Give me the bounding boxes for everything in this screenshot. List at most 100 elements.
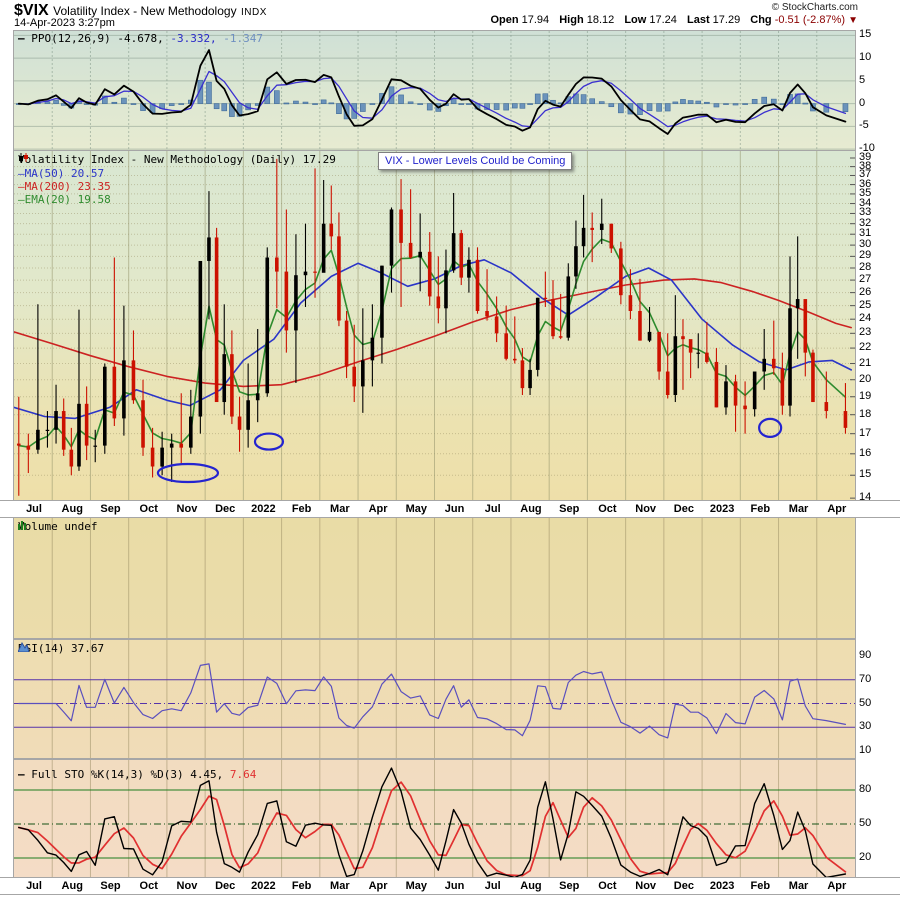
rsi-plot [14, 640, 855, 758]
exchange-label: INDX [241, 7, 267, 18]
month-label: Feb [291, 880, 312, 892]
month-label: 2022 [251, 503, 276, 515]
volume-panel: Volume undef [13, 517, 856, 639]
axis-tick-label: 39 [859, 151, 872, 163]
month-label: Nov [635, 503, 657, 515]
sto-d-value: 7.64 [223, 768, 257, 781]
axis-tick-label: -5 [859, 119, 869, 132]
axis-tick-label: 20 [859, 850, 872, 863]
month-label: Apr [368, 880, 388, 892]
month-label: Dec [673, 880, 694, 892]
axis-tick-label: 90 [859, 649, 872, 661]
sto-legend: — Full STO %K(14,3) %D(3) 4.45, 7.64 [18, 768, 256, 781]
month-label: 2022 [251, 880, 276, 892]
month-label: Feb [750, 880, 771, 892]
candlestick-icon [19, 153, 28, 163]
month-label: Jul [26, 880, 42, 892]
month-label: Oct [598, 880, 617, 892]
axis-tick-label: 80 [859, 783, 872, 795]
rsi-legend-text: RSI(14) 37.67 [18, 642, 105, 655]
rsi-panel: RSI(14) 37.67 [13, 639, 856, 759]
month-label: Sep [100, 503, 121, 515]
symbol-label: $VIX [14, 2, 49, 19]
annotation-box: VIX - Lower Levels Could be Coming [378, 152, 573, 170]
axis-tick-label: 18 [859, 407, 872, 420]
axis-tick-label: 32 [859, 216, 872, 229]
axis-tick-label: 70 [859, 672, 872, 685]
month-label: Apr [368, 503, 388, 515]
last-label: Last [686, 14, 710, 26]
month-label: Nov [176, 503, 198, 515]
line-swatch-icon: — [18, 32, 25, 45]
copyright: © StockCharts.com [771, 2, 858, 13]
axis-tick-label: 21 [859, 356, 872, 369]
month-label: Jul [26, 503, 42, 515]
month-label: Nov [635, 880, 657, 892]
month-label: Mar [788, 503, 809, 515]
ppo-hist-value: -1.347 [216, 32, 264, 45]
month-label: 2023 [709, 503, 735, 515]
chart-datetime: 14-Apr-2023 3:27pm [14, 17, 115, 29]
axis-tick-label: 34 [859, 196, 872, 209]
axis-tick-label: 26 [859, 285, 872, 298]
ellipse-annotation [758, 417, 783, 438]
chg-dropdown-arrow-icon[interactable]: ▼ [848, 15, 858, 26]
month-label: Sep [559, 880, 580, 892]
axis-tick-label: 35 [859, 186, 872, 199]
month-label: May [405, 880, 427, 892]
ma200-label: MA(200) 23.35 [24, 180, 111, 193]
month-label: Apr [827, 503, 847, 515]
ppo-panel: — PPO(12,26,9) -4.678, -3.332, -1.347 [13, 30, 856, 151]
axis-tick-label: 50 [859, 696, 872, 709]
axis-tick-label: 0 [859, 96, 866, 109]
line-swatch-icon: — [18, 768, 25, 781]
high-label: High [559, 14, 584, 26]
month-label: Dec [215, 503, 236, 515]
month-label: Oct [598, 503, 617, 515]
axis-tick-label: -10 [859, 142, 875, 155]
axis-tick-label: 29 [859, 249, 872, 262]
month-label: Nov [176, 880, 198, 892]
month-label: Jul [484, 503, 501, 515]
sto-plot [14, 760, 855, 878]
ppo-histogram [15, 79, 849, 120]
axis-tick-label: 10 [859, 744, 872, 756]
month-label: Mar [330, 503, 350, 515]
axis-tick-label: 25 [859, 298, 872, 311]
open-value: 17.94 [521, 14, 550, 26]
ppo-legend-text: PPO(12,26,9) -4.678, [31, 32, 164, 45]
price-legend-title: Volatility Index - New Methodology (Dail… [18, 153, 336, 166]
axis-tick-label: 17 [859, 426, 872, 439]
xaxis-strip-bottom: Jul Aug Sep Oct Nov Dec 2022 Feb Mar Apr May Jun Jul… [0, 877, 900, 895]
price-panel: Volatility Index - New Methodology (Dail… [13, 150, 856, 502]
axis-tick-label: 31 [859, 227, 872, 240]
month-label: Oct [139, 503, 158, 515]
axis-tick-label: 36 [859, 177, 872, 190]
ma50-legend: —MA(50) 20.57 [18, 167, 105, 180]
month-label: Apr [827, 880, 847, 892]
month-label: Feb [291, 503, 312, 515]
month-label: Dec [673, 503, 694, 515]
ma50-label: MA(50) 20.57 [24, 167, 105, 180]
axis-tick-label: 22 [859, 341, 872, 354]
xaxis-strip-top: Jul Aug Sep Oct Nov Dec 2022 Feb Mar Apr May Jun Jul… [0, 500, 900, 518]
month-label: Aug [520, 880, 542, 892]
axis-tick-label: 15 [859, 468, 872, 481]
low-value: 17.24 [649, 14, 677, 26]
axis-tick-label: 20 [859, 372, 872, 385]
month-label: Sep [559, 503, 580, 515]
ppo-legend: — PPO(12,26,9) -4.678, -3.332, -1.347 [18, 32, 263, 45]
chg-value: -0.51 (-2.87%) [774, 14, 846, 26]
open-label: Open [490, 14, 519, 26]
ppo-signal-value: -3.332, [163, 32, 217, 45]
axis-tick-label: 28 [859, 261, 872, 273]
axis-tick-label: 15 [859, 28, 872, 41]
ppo-plot [14, 31, 855, 150]
sto-panel: — Full STO %K(14,3) %D(3) 4.45, 7.64 [13, 759, 856, 879]
month-label: Mar [788, 880, 809, 892]
month-label: Jun [444, 503, 465, 515]
month-label: Aug [520, 503, 542, 515]
axis-tick-label: 23 [859, 326, 872, 339]
axis-tick-label: 50 [859, 817, 872, 829]
